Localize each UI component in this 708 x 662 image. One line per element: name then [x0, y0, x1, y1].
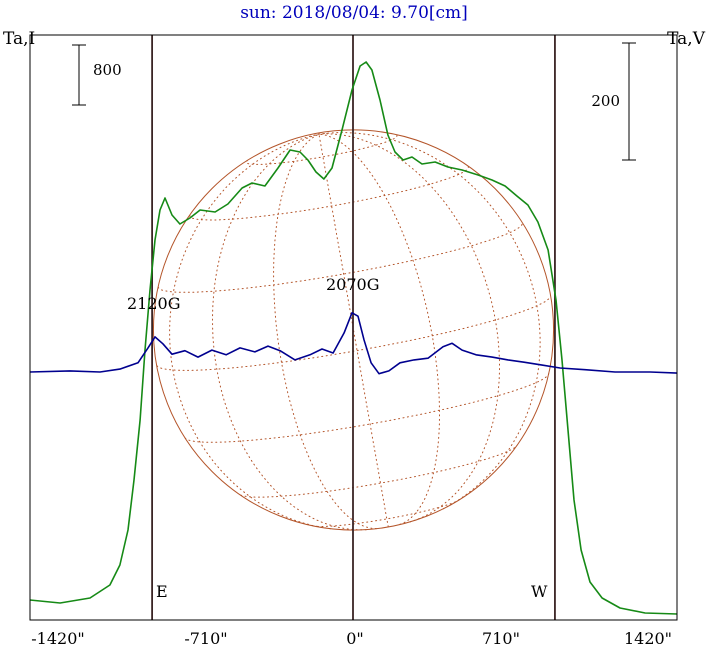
heliographic-grid-line	[240, 446, 517, 498]
heliographic-grid-line	[169, 133, 331, 530]
heliographic-grid-line	[318, 133, 500, 523]
west-limb-label: W	[531, 582, 548, 601]
heliographic-grid-line	[318, 133, 441, 525]
heliographic-grid-line	[157, 222, 523, 293]
heliographic-grid-line	[211, 133, 367, 531]
heliographic-grid-line	[245, 133, 398, 165]
heliographic-grid-line	[184, 373, 550, 443]
x-tick-0: 0"	[346, 629, 364, 648]
x-tick-710: 710"	[482, 629, 520, 648]
x-tick-neg710: -710"	[184, 629, 228, 648]
left-axis-label: Ta,I	[3, 29, 36, 49]
right-scale-bar-label: 200	[591, 92, 620, 110]
right-axis-label: Ta,V	[667, 29, 705, 49]
x-tick-neg1420: -1420"	[31, 629, 85, 648]
heliographic-grid-line	[189, 165, 469, 221]
intensity-curve	[29, 61, 678, 615]
annotation-2120g: 2120G	[127, 294, 181, 313]
heliographic-grid-line	[318, 133, 389, 528]
heliographic-grid-line	[318, 132, 541, 510]
east-limb-label: E	[156, 582, 168, 601]
annotation-2070g: 2070G	[326, 275, 380, 294]
polarization-curve	[29, 312, 678, 375]
heliographic-grid-line	[156, 295, 551, 371]
x-tick-1420: 1420"	[623, 629, 673, 648]
chart-title: sun: 2018/08/04: 9.70[cm]	[240, 3, 468, 23]
left-scale-bar-label: 800	[93, 61, 122, 79]
heliographic-grid-line	[273, 133, 377, 530]
plot-frame	[29, 34, 678, 621]
